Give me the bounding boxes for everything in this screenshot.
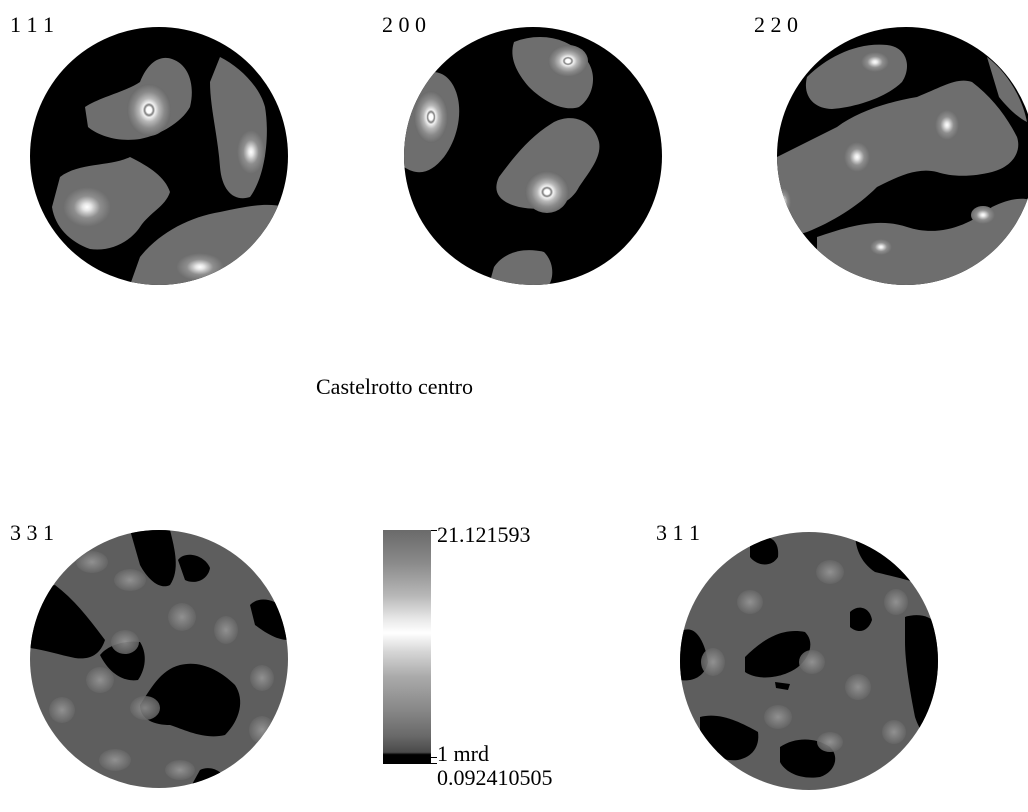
- pole-figure-311: [680, 532, 938, 790]
- pole-figure-label-311: 3 1 1: [656, 520, 700, 545]
- pole-figure-200: [404, 27, 662, 285]
- pole-figure-label-220: 2 2 0: [754, 12, 798, 37]
- pole-figure-label-200: 2 0 0: [382, 12, 426, 37]
- colorbar-tick-min: [431, 763, 437, 764]
- pole-figure-331: [30, 530, 288, 788]
- colorbar-min-label: 0.092410505: [437, 765, 553, 790]
- colorbar-tick-1mrd: [431, 757, 437, 758]
- pole-figure-220: [777, 27, 1028, 285]
- colorbar-max-label: 21.121593: [437, 522, 531, 547]
- colorbar: [383, 530, 431, 764]
- pole-figure-label-111: 1 1 1: [10, 12, 54, 37]
- pole-figure-111: [30, 27, 288, 285]
- colorbar-tick-max: [431, 530, 437, 531]
- pole-figure-label-331: 3 3 1: [10, 520, 54, 545]
- colorbar-mid-label: 1 mrd: [437, 741, 489, 766]
- figure-caption: Castelrotto centro: [316, 374, 474, 399]
